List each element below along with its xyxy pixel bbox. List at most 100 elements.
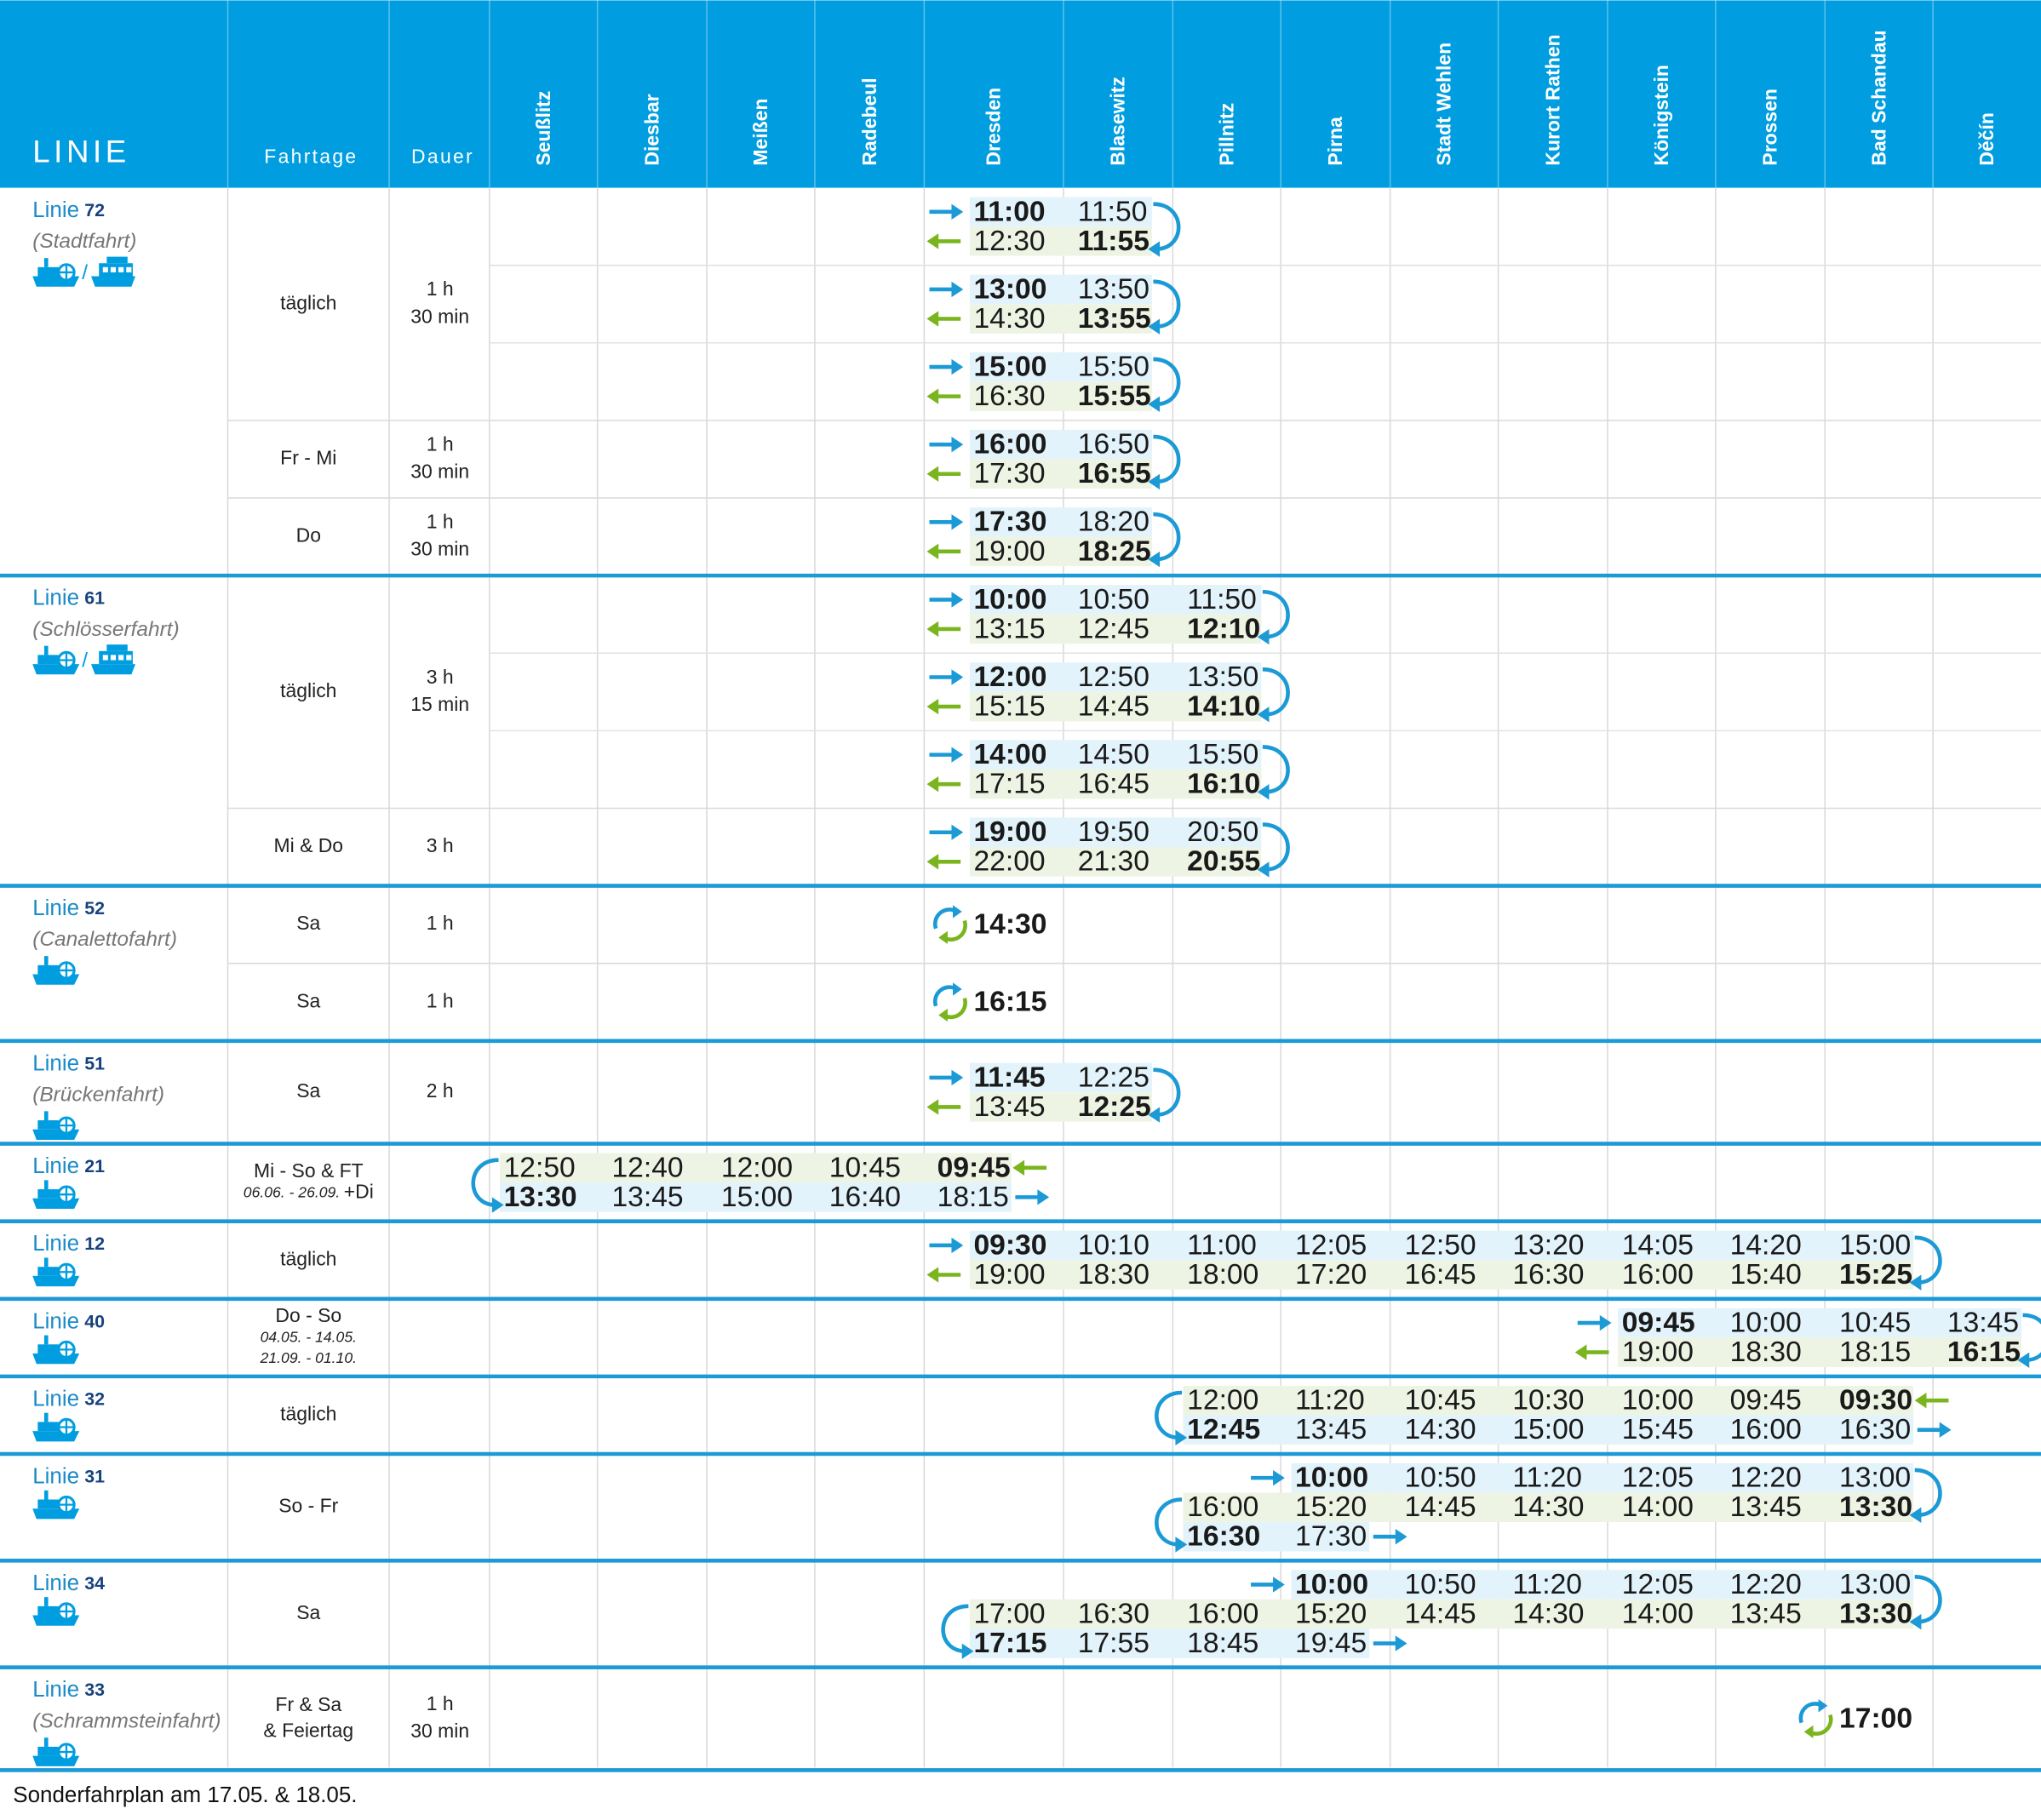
duration: 2 h xyxy=(427,1079,454,1102)
departure-time: 15:20 xyxy=(1295,1598,1367,1629)
ship-icon xyxy=(37,655,59,665)
departure-time: 11:00 xyxy=(1187,1229,1257,1261)
departure-time: 12:20 xyxy=(1730,1569,1802,1600)
line-label: Linie 32 xyxy=(32,1385,105,1411)
station-name: Stadt Wehlen xyxy=(1433,43,1455,166)
departure-time: 22:00 xyxy=(973,846,1045,878)
service-days: täglich xyxy=(280,1403,336,1425)
loop-head xyxy=(1175,1429,1188,1446)
duration: 1 h xyxy=(427,511,454,533)
departure-time: 15:20 xyxy=(1295,1491,1367,1523)
departure-time: 13:15 xyxy=(973,613,1045,644)
departure-time: 18:15 xyxy=(1839,1336,1911,1368)
time-band xyxy=(969,381,1152,411)
time-band xyxy=(969,274,1152,305)
departure-time: 15:00 xyxy=(973,351,1046,382)
departure-time: 17:00 xyxy=(1839,1703,1912,1735)
time-band xyxy=(969,662,1262,692)
arrow-head xyxy=(926,1099,939,1115)
departure-time: 14:50 xyxy=(1078,739,1149,770)
header-days: Fahrtage xyxy=(264,145,358,167)
time-band xyxy=(969,429,1152,460)
time-band xyxy=(969,1260,1914,1290)
line-number: 12 xyxy=(84,1233,105,1254)
departure-time: 10:50 xyxy=(1404,1462,1476,1494)
departure-time: 16:45 xyxy=(1404,1259,1476,1291)
arrow-head xyxy=(951,1237,964,1254)
arrow-head xyxy=(926,543,939,560)
departure-time: 18:45 xyxy=(1187,1628,1258,1659)
arrow-head xyxy=(951,203,964,220)
time-band xyxy=(969,691,1262,722)
departure-time: 16:15 xyxy=(973,987,1046,1018)
line-label: Linie 51 xyxy=(32,1050,105,1075)
line-number: 72 xyxy=(84,200,105,220)
departure-time: 11:20 xyxy=(1512,1569,1582,1600)
turn-loop xyxy=(1914,1468,1942,1518)
service-days: täglich xyxy=(280,291,336,313)
turn-loop xyxy=(1262,822,1290,872)
departure-time: 14:45 xyxy=(1404,1598,1476,1629)
service-days: Sa xyxy=(296,912,320,934)
duration: 1 h xyxy=(427,1692,454,1714)
line-label: Linie 72 xyxy=(32,197,105,222)
time-band xyxy=(969,507,1152,537)
time-band xyxy=(500,1153,1012,1183)
departure-time: 13:50 xyxy=(1078,273,1149,305)
loop-head xyxy=(1257,861,1270,878)
duration: 3 h xyxy=(427,666,454,688)
turn-loop xyxy=(2022,1313,2041,1363)
arrow-head xyxy=(951,669,964,685)
departure-time: 14:05 xyxy=(1622,1229,1694,1261)
departure-time: 09:30 xyxy=(973,1229,1046,1261)
service-days: Mi - So & FT xyxy=(254,1159,364,1182)
time-band xyxy=(1618,1337,2022,1367)
header-band xyxy=(0,0,2041,188)
loop-head xyxy=(1175,1537,1188,1553)
line-number: 52 xyxy=(84,898,105,919)
departure-time: 14:00 xyxy=(1622,1598,1694,1629)
line-number: 33 xyxy=(84,1680,105,1700)
departure-time: 10:50 xyxy=(1078,584,1149,615)
station-name: Radebeul xyxy=(858,77,880,165)
ship-icon xyxy=(58,1497,75,1513)
service-days: So - Fr xyxy=(278,1495,338,1517)
ship-window xyxy=(118,655,124,661)
station-name: Bad Schandau xyxy=(1867,30,1889,165)
departure-time: 13:00 xyxy=(1839,1462,1911,1494)
ship-window xyxy=(126,655,132,661)
service-days: Fr & Sa xyxy=(275,1693,341,1715)
departure-time: 13:45 xyxy=(1947,1307,2019,1338)
arrow-head xyxy=(951,592,964,608)
departure-time: 16:30 xyxy=(1078,1598,1149,1629)
ship-window xyxy=(102,655,108,661)
arrow-head xyxy=(1574,1344,1587,1360)
line-label: Linie 21 xyxy=(32,1153,105,1178)
arrow-head xyxy=(926,621,939,638)
station-name: Blasewitz xyxy=(1107,77,1129,165)
duration: 30 min xyxy=(410,305,469,327)
ship-icon xyxy=(106,644,128,651)
departure-time: 10:45 xyxy=(1404,1385,1476,1417)
line-word: Linie xyxy=(32,1153,79,1178)
round-trip-icon xyxy=(953,905,962,919)
duration: 1 h xyxy=(427,989,454,1011)
departure-time: 10:00 xyxy=(973,584,1046,615)
line-label: Linie 52 xyxy=(32,895,105,920)
line-number: 61 xyxy=(84,587,105,608)
time-band xyxy=(1183,1492,1914,1522)
departure-time: 11:55 xyxy=(1078,226,1149,257)
departure-time: 12:50 xyxy=(504,1152,576,1183)
service-days: Fr - Mi xyxy=(280,447,336,469)
arrow-head xyxy=(951,824,964,840)
service-days-note: 06.06. - 26.09. +Di xyxy=(244,1180,374,1202)
ship-icon xyxy=(37,1605,59,1616)
loop-head xyxy=(1257,707,1270,723)
service-days-note: 21.09. - 01.10. xyxy=(260,1348,357,1365)
departure-time: 13:45 xyxy=(1730,1598,1802,1629)
ship-icon xyxy=(37,1120,59,1130)
departure-time: 17:30 xyxy=(973,507,1046,538)
ship-icon xyxy=(43,1180,49,1190)
